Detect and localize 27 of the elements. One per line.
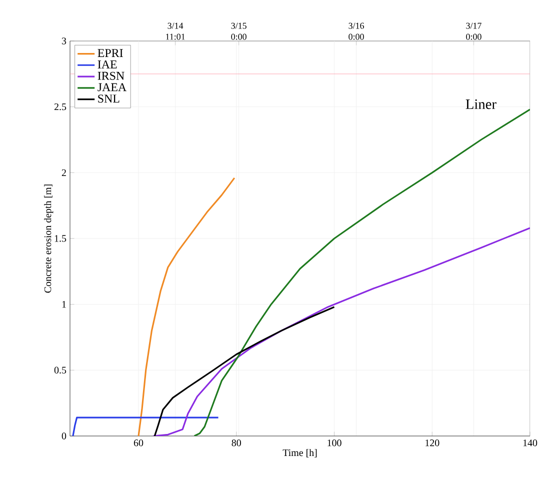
x2-tick-label: 3/16 0:00 bbox=[348, 22, 364, 40]
y-tick-label: 1 bbox=[62, 301, 66, 308]
y-tick-label: 0 bbox=[62, 432, 66, 440]
y-tick-label: 1.5 bbox=[54, 235, 66, 242]
legend-label: IAE bbox=[98, 60, 117, 68]
x-tick-label: 80 bbox=[232, 440, 241, 446]
line-series bbox=[194, 108, 530, 436]
x2-tick-label: 3/17 0:00 bbox=[466, 22, 482, 40]
legend-label: EPRI bbox=[98, 49, 123, 57]
legend-label: IRSN bbox=[98, 72, 124, 80]
x-tick-label: 140 bbox=[523, 440, 538, 446]
y-tick-label: 2 bbox=[62, 169, 66, 176]
line-series bbox=[152, 227, 530, 436]
x-tick-label: 60 bbox=[134, 440, 144, 446]
ref-line-label: Liner bbox=[466, 99, 496, 110]
x2-tick-label: 3/15 0:00 bbox=[231, 22, 246, 40]
x-axis-title: Time [h] bbox=[282, 449, 317, 458]
x-tick-label: 100 bbox=[328, 440, 342, 446]
x-tick-label: 120 bbox=[426, 440, 440, 446]
line-series bbox=[138, 177, 236, 436]
y-tick-label: 3 bbox=[62, 38, 66, 44]
x2-tick-label: 3/14 11:01 bbox=[166, 22, 185, 40]
y-tick-label: 2.5 bbox=[54, 103, 66, 110]
y-axis-title: Concrete erosion depth [m] bbox=[44, 184, 54, 293]
legend-label: SNL bbox=[98, 94, 120, 103]
y-tick-label: 0.5 bbox=[54, 366, 66, 374]
legend-label: JAEA bbox=[98, 83, 127, 92]
